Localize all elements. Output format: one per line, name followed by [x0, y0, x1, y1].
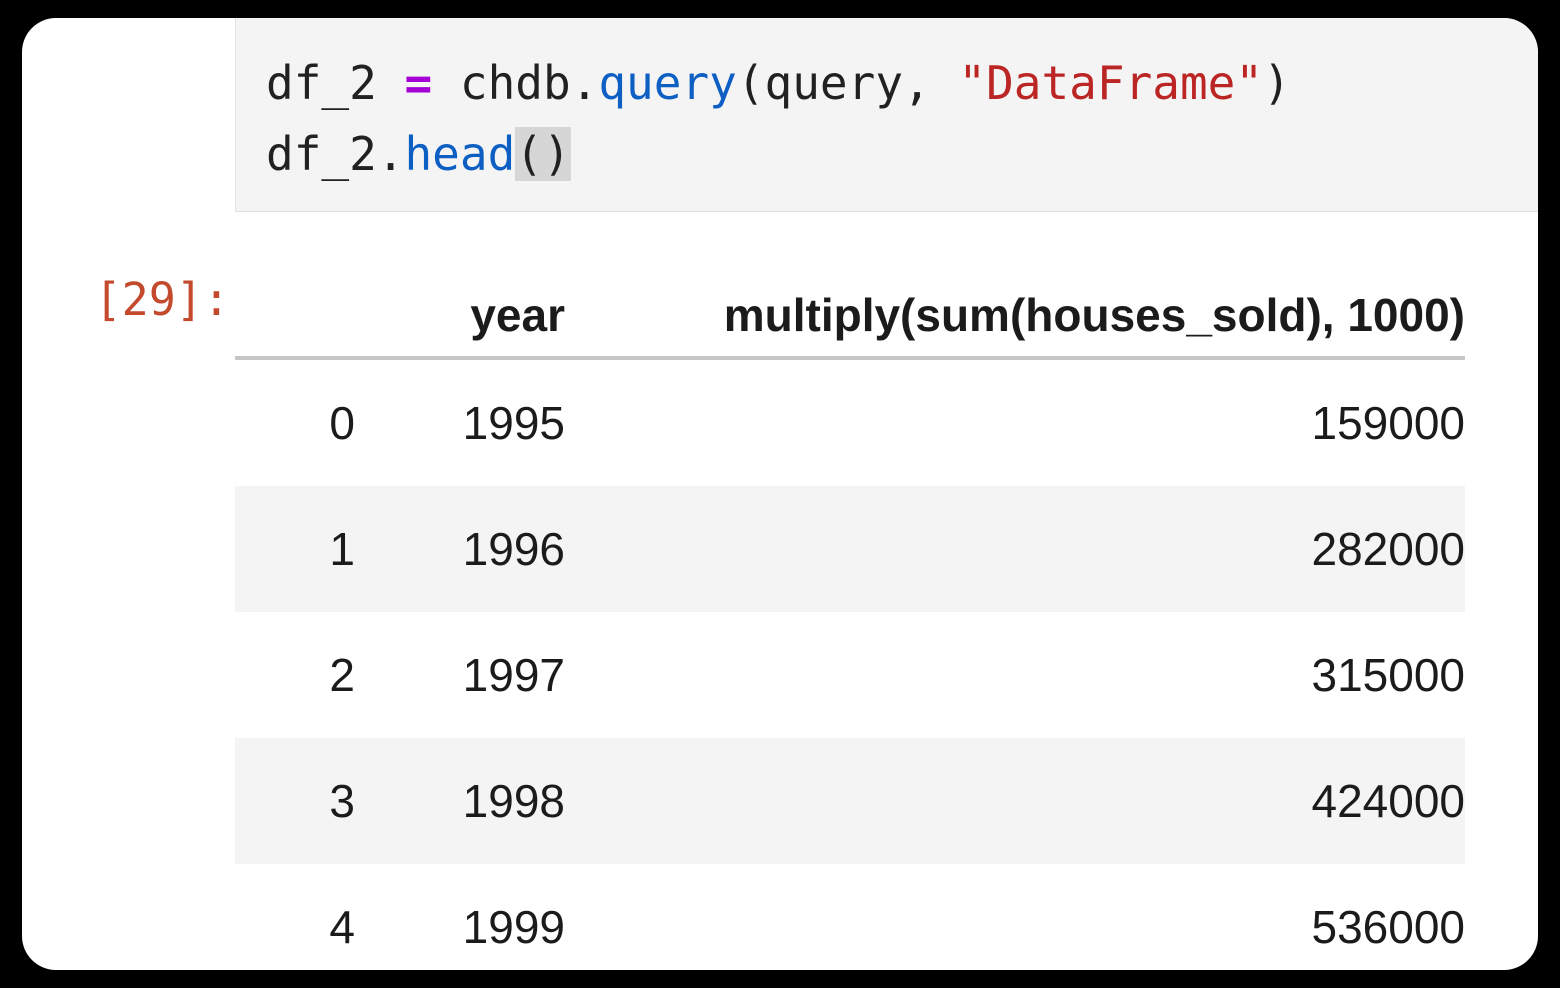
code-token-fn: head: [404, 127, 516, 181]
code-token-plain: (query,: [736, 56, 959, 110]
cell-index: 2: [235, 612, 355, 738]
table-row: 4 1999 536000: [235, 864, 1465, 970]
cell-index: 1: [235, 486, 355, 612]
cell-value: 424000: [565, 738, 1465, 864]
cell-value: 536000: [565, 864, 1465, 970]
notebook-card: df_2 = chdb.query(query, "DataFrame") df_…: [22, 18, 1538, 970]
cell-year: 1995: [355, 358, 565, 486]
code-input-cell[interactable]: df_2 = chdb.query(query, "DataFrame") df_…: [235, 18, 1538, 212]
table-row: 0 1995 159000: [235, 358, 1465, 486]
code-token-plain: df_2: [266, 56, 405, 110]
table-header-row: year multiply(sum(houses_sold), 1000): [235, 258, 1465, 360]
code-line: df_2.head(): [266, 119, 1291, 190]
code-token-op: =: [404, 56, 433, 110]
cell-value: 315000: [565, 612, 1465, 738]
cell-value: 159000: [565, 358, 1465, 486]
code-token-str: "DataFrame": [958, 56, 1264, 110]
column-header-value: multiply(sum(houses_sold), 1000): [565, 258, 1465, 360]
cell-index: 0: [235, 358, 355, 486]
code-token-plain: df_2.: [266, 127, 405, 181]
cell-index: 3: [235, 738, 355, 864]
cell-year: 1997: [355, 612, 565, 738]
cell-year: 1996: [355, 486, 565, 612]
dataframe-head: year multiply(sum(houses_sold), 1000): [235, 258, 1465, 360]
code-token-fn: query: [598, 56, 737, 110]
column-header-index: [235, 258, 355, 360]
cell-index: 4: [235, 864, 355, 970]
code-token-paren-hl: (): [515, 127, 571, 181]
code-token-plain: chdb.: [432, 56, 599, 110]
code-source[interactable]: df_2 = chdb.query(query, "DataFrame") df_…: [266, 48, 1291, 190]
column-header-year: year: [355, 258, 565, 360]
code-line: df_2 = chdb.query(query, "DataFrame"): [266, 48, 1291, 119]
cell-value: 282000: [565, 486, 1465, 612]
table-row: 1 1996 282000: [235, 486, 1465, 612]
table-row: 2 1997 315000: [235, 612, 1465, 738]
dataframe-body: 0 1995 159000 1 1996 282000 2 1997 315000 3 1998 42…: [235, 358, 1465, 970]
code-token-plain: ): [1263, 56, 1291, 110]
output-prompt-label: [29]:: [94, 273, 230, 326]
cell-year: 1999: [355, 864, 565, 970]
cell-year: 1998: [355, 738, 565, 864]
table-row: 3 1998 424000: [235, 738, 1465, 864]
